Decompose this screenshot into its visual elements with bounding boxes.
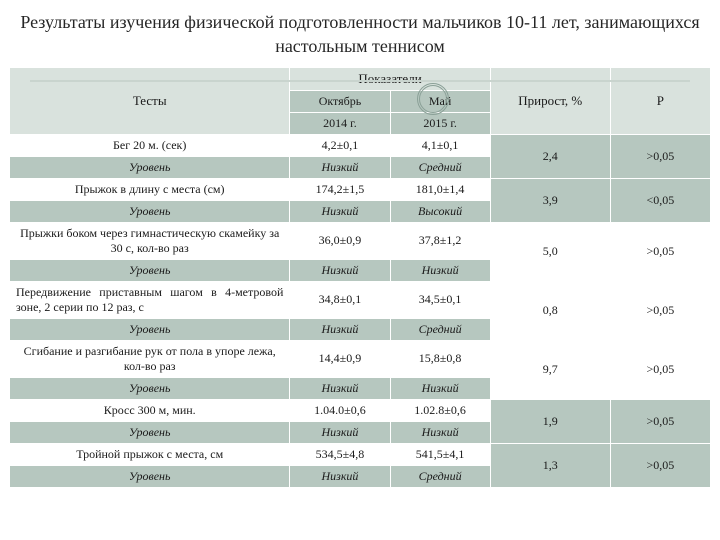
growth-value: 9,7 bbox=[490, 340, 610, 399]
growth-value: 1,9 bbox=[490, 399, 610, 443]
value-oct: 534,5±4,8 bbox=[290, 443, 390, 465]
test-name: Тройной прыжок с места, см bbox=[10, 443, 290, 465]
value-may: 1.02.8±0,6 bbox=[390, 399, 490, 421]
table-body: Бег 20 м. (сек)4,2±0,14,1±0,12,4>0,05Уро… bbox=[10, 134, 711, 487]
table-row: Тройной прыжок с места, см534,5±4,8541,5… bbox=[10, 443, 711, 465]
col-growth: Прирост, % bbox=[490, 67, 610, 134]
table-row: Бег 20 м. (сек)4,2±0,14,1±0,12,4>0,05 bbox=[10, 134, 711, 156]
level-label: Уровень bbox=[10, 465, 290, 487]
growth-value: 0,8 bbox=[490, 281, 610, 340]
level-may: Низкий bbox=[390, 259, 490, 281]
value-may: 37,8±1,2 bbox=[390, 222, 490, 259]
level-oct: Низкий bbox=[290, 421, 390, 443]
col-tests: Тесты bbox=[10, 67, 290, 134]
col-oct: Октябрь bbox=[290, 90, 390, 112]
level-may: Высокий bbox=[390, 200, 490, 222]
p-value: >0,05 bbox=[610, 134, 710, 178]
table-row: Прыжок в длину с места (см)174,2±1,5181,… bbox=[10, 178, 711, 200]
level-label: Уровень bbox=[10, 200, 290, 222]
p-value: >0,05 bbox=[610, 222, 710, 281]
test-name: Прыжки боком через гимнастическую скамей… bbox=[10, 222, 290, 259]
level-label: Уровень bbox=[10, 377, 290, 399]
p-value: >0,05 bbox=[610, 340, 710, 399]
level-label: Уровень bbox=[10, 156, 290, 178]
value-may: 34,5±0,1 bbox=[390, 281, 490, 318]
value-may: 181,0±1,4 bbox=[390, 178, 490, 200]
growth-value: 5,0 bbox=[490, 222, 610, 281]
level-label: Уровень bbox=[10, 421, 290, 443]
p-value: >0,05 bbox=[610, 443, 710, 487]
level-oct: Низкий bbox=[290, 318, 390, 340]
value-oct: 14,4±0,9 bbox=[290, 340, 390, 377]
p-value: >0,05 bbox=[610, 281, 710, 340]
level-may: Средний bbox=[390, 156, 490, 178]
table-row: Кросс 300 м, мин.1.04.0±0,61.02.8±0,61,9… bbox=[10, 399, 711, 421]
level-may: Низкий bbox=[390, 421, 490, 443]
level-may: Средний bbox=[390, 318, 490, 340]
level-oct: Низкий bbox=[290, 465, 390, 487]
p-value: <0,05 bbox=[610, 178, 710, 222]
col-indicators: Показатели bbox=[290, 67, 490, 90]
title-underline bbox=[30, 80, 690, 82]
test-name: Передвижение приставным шагом в 4-метров… bbox=[10, 281, 290, 318]
level-oct: Низкий bbox=[290, 259, 390, 281]
level-oct: Низкий bbox=[290, 377, 390, 399]
value-oct: 34,8±0,1 bbox=[290, 281, 390, 318]
level-label: Уровень bbox=[10, 318, 290, 340]
table-row: Прыжки боком через гимнастическую скамей… bbox=[10, 222, 711, 259]
level-oct: Низкий bbox=[290, 200, 390, 222]
test-name: Кросс 300 м, мин. bbox=[10, 399, 290, 421]
level-label: Уровень bbox=[10, 259, 290, 281]
test-name: Прыжок в длину с места (см) bbox=[10, 178, 290, 200]
level-may: Средний bbox=[390, 465, 490, 487]
col-may: Май bbox=[390, 90, 490, 112]
col-may-year: 2015 г. bbox=[390, 112, 490, 134]
growth-value: 2,4 bbox=[490, 134, 610, 178]
value-may: 15,8±0,8 bbox=[390, 340, 490, 377]
table-row: Сгибание и разгибание рук от пола в упор… bbox=[10, 340, 711, 377]
growth-value: 1,3 bbox=[490, 443, 610, 487]
p-value: >0,05 bbox=[610, 399, 710, 443]
level-may: Низкий bbox=[390, 377, 490, 399]
col-p: P bbox=[610, 67, 710, 134]
test-name: Сгибание и разгибание рук от пола в упор… bbox=[10, 340, 290, 377]
results-table: Тесты Показатели Прирост, % P Октябрь Ма… bbox=[9, 67, 711, 488]
table-row: Передвижение приставным шагом в 4-метров… bbox=[10, 281, 711, 318]
value-may: 4,1±0,1 bbox=[390, 134, 490, 156]
value-oct: 1.04.0±0,6 bbox=[290, 399, 390, 421]
table-header-row1: Тесты Показатели Прирост, % P bbox=[10, 67, 711, 90]
test-name: Бег 20 м. (сек) bbox=[10, 134, 290, 156]
growth-value: 3,9 bbox=[490, 178, 610, 222]
value-oct: 36,0±0,9 bbox=[290, 222, 390, 259]
page-title: Результаты изучения физической подготовл… bbox=[0, 0, 720, 67]
value-oct: 4,2±0,1 bbox=[290, 134, 390, 156]
value-may: 541,5±4,1 bbox=[390, 443, 490, 465]
col-oct-year: 2014 г. bbox=[290, 112, 390, 134]
level-oct: Низкий bbox=[290, 156, 390, 178]
value-oct: 174,2±1,5 bbox=[290, 178, 390, 200]
